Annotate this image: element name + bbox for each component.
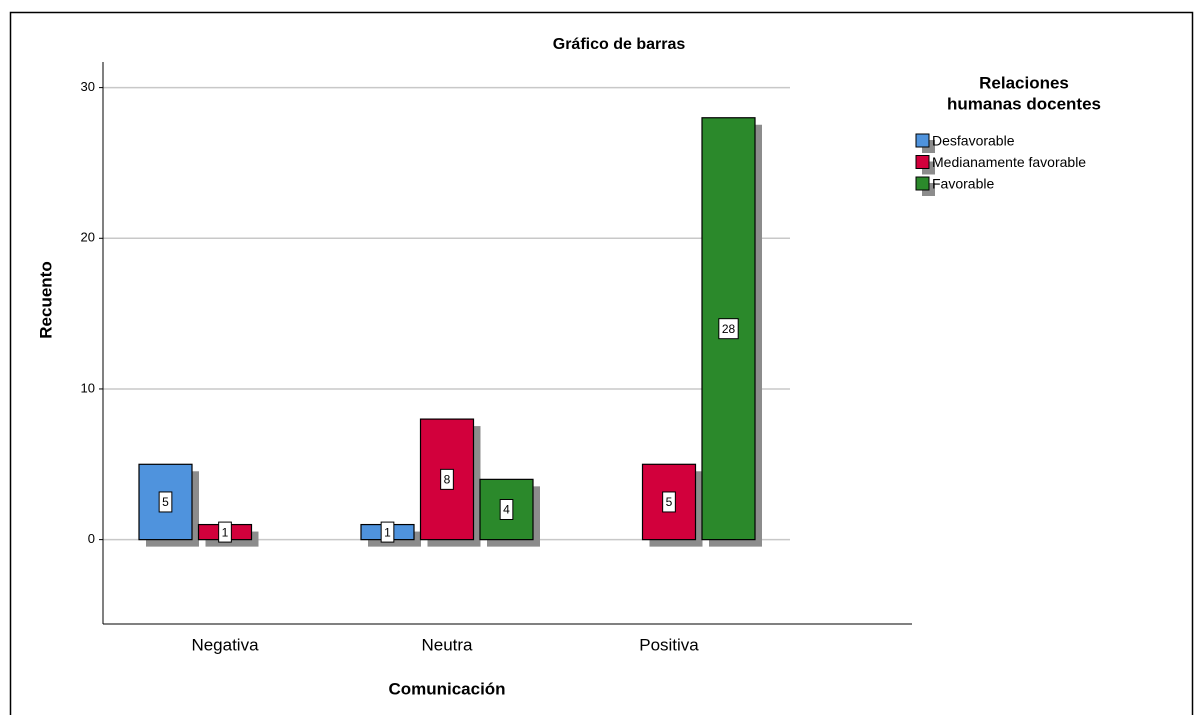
legend-title: Relaciones: [979, 73, 1069, 92]
y-axis-label: Recuento: [36, 261, 55, 338]
chart-title: Gráfico de barras: [553, 36, 686, 53]
legend-swatch: [915, 155, 930, 169]
y-tick-label: 10: [81, 380, 95, 395]
legend-label: Medianamente favorable: [932, 154, 1086, 170]
data-label-box: [440, 468, 454, 490]
data-label: 4: [503, 503, 510, 517]
legend-label: Favorable: [932, 176, 994, 192]
data-label: 8: [444, 473, 451, 487]
data-label-box: [380, 521, 395, 543]
legend-swatch: [915, 176, 930, 191]
x-tick-label: Neutra: [421, 635, 473, 654]
data-label: 1: [384, 525, 391, 539]
legend-swatch: [915, 133, 930, 148]
y-tick-label: 30: [81, 79, 95, 94]
frame: [9, 11, 1194, 715]
data-label: 1: [222, 525, 229, 539]
x-tick-label: Negativa: [191, 635, 259, 654]
data-label-box: [158, 491, 173, 513]
data-label: 5: [162, 495, 169, 509]
legend-title: humanas docentes: [947, 94, 1101, 113]
data-label-box: [499, 498, 514, 520]
data-label-box: [718, 318, 739, 340]
data-label: 5: [666, 495, 673, 509]
y-tick-label: 0: [88, 531, 95, 546]
data-label-box: [218, 521, 232, 543]
y-tick-label: 20: [81, 230, 95, 245]
x-tick-label: Positiva: [639, 635, 699, 654]
x-axis-label: Comunicación: [388, 679, 505, 698]
data-label: 28: [722, 322, 736, 336]
legend-label: Desfavorable: [932, 133, 1015, 149]
data-label-box: [662, 491, 676, 513]
